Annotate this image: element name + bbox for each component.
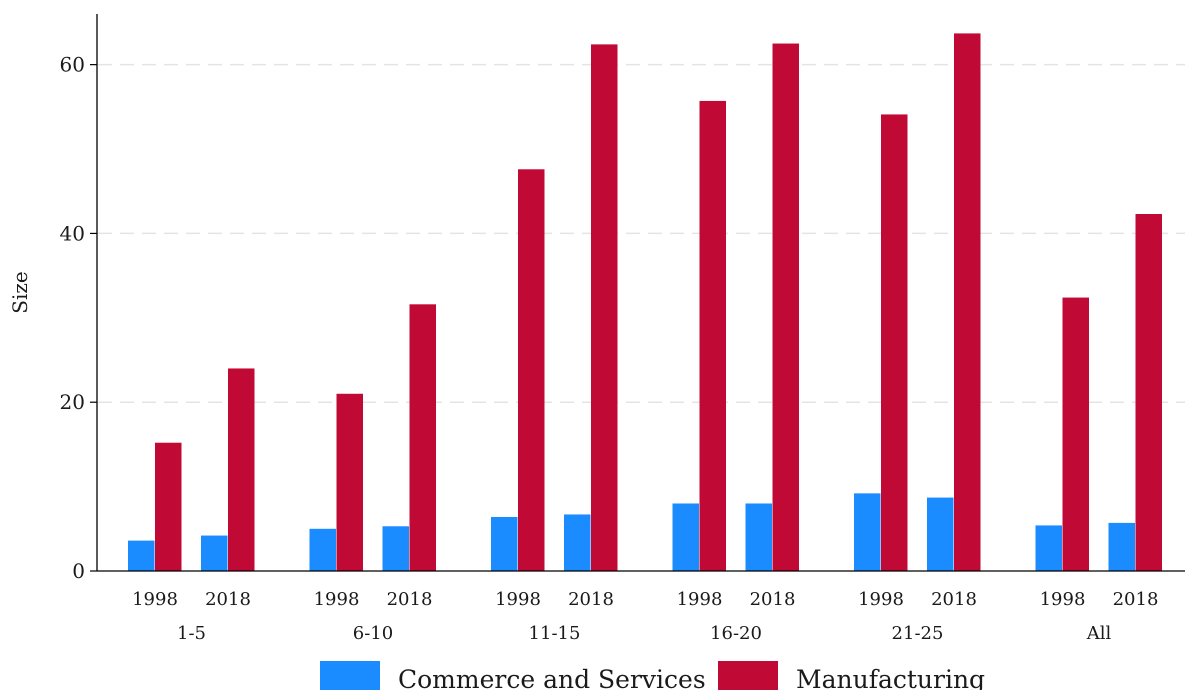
year-label: 2018 (750, 589, 796, 610)
year-label: 2018 (1113, 589, 1159, 610)
bar-manufacturing-16-20-2018 (772, 43, 799, 571)
y-tick-label: 20 (60, 390, 85, 414)
bar-commerce-services-6-10-2018 (382, 526, 409, 571)
y-axis-title: Size (8, 271, 32, 313)
bar-commerce-services-1-5-2018 (201, 535, 228, 571)
group-label: 16-20 (710, 623, 762, 644)
bar-commerce-services-16-20-1998 (672, 503, 699, 571)
axes (90, 14, 1185, 572)
group-label: 1-5 (177, 623, 206, 644)
bar-commerce-services-6-10-1998 (309, 528, 336, 571)
group-label: All (1086, 623, 1112, 644)
bar-commerce-services-11-15-1998 (491, 516, 518, 571)
bar-commerce-services-All-1998 (1035, 525, 1062, 571)
bar-manufacturing-All-1998 (1062, 297, 1089, 571)
y-tick-label: 0 (72, 559, 85, 583)
bar-commerce-services-1-5-1998 (128, 540, 155, 571)
y-tick-label: 60 (60, 53, 85, 77)
group-label: 11-15 (529, 623, 581, 644)
bars (128, 33, 1162, 572)
legend-label: Manufacturing (796, 665, 985, 690)
bar-manufacturing-6-10-1998 (336, 393, 363, 571)
bar-manufacturing-11-15-2018 (591, 44, 618, 571)
bar-manufacturing-All-2018 (1135, 214, 1162, 571)
bar-commerce-services-All-2018 (1108, 522, 1135, 571)
legend-swatch (718, 661, 778, 690)
year-label: 1998 (495, 589, 541, 610)
bar-manufacturing-21-25-2018 (954, 33, 981, 572)
year-label: 2018 (205, 589, 251, 610)
bar-manufacturing-16-20-1998 (699, 100, 726, 572)
year-label: 1998 (858, 589, 904, 610)
bar-manufacturing-1-5-2018 (228, 368, 255, 571)
bar-commerce-services-21-25-1998 (854, 493, 881, 571)
gridlines (98, 63, 1185, 403)
bar-commerce-services-11-15-2018 (564, 514, 591, 571)
group-label: 21-25 (892, 623, 944, 644)
bar-manufacturing-11-15-1998 (518, 169, 545, 571)
bar-manufacturing-1-5-1998 (155, 442, 182, 571)
year-label: 2018 (931, 589, 977, 610)
y-tick-labels: 0 20 40 60 (60, 53, 85, 583)
x-tick-labels: 1998 2018 1-5 1998 2018 6-10 1998 2018 11-15 1998… (132, 589, 1158, 644)
legend: Commerce and Services Manufacturing (320, 661, 985, 690)
bar-commerce-services-16-20-2018 (745, 503, 772, 571)
legend-swatch (320, 661, 380, 690)
bar-commerce-services-21-25-2018 (927, 497, 954, 571)
legend-label: Commerce and Services (398, 665, 706, 690)
bar-manufacturing-6-10-2018 (409, 304, 436, 571)
year-label: 2018 (568, 589, 614, 610)
year-label: 1998 (677, 589, 723, 610)
year-label: 1998 (314, 589, 360, 610)
year-label: 1998 (132, 589, 178, 610)
group-label: 6-10 (353, 623, 393, 644)
y-tick-label: 40 (60, 221, 85, 245)
year-label: 1998 (1040, 589, 1086, 610)
bar-manufacturing-21-25-1998 (881, 114, 908, 572)
year-label: 2018 (387, 589, 433, 610)
